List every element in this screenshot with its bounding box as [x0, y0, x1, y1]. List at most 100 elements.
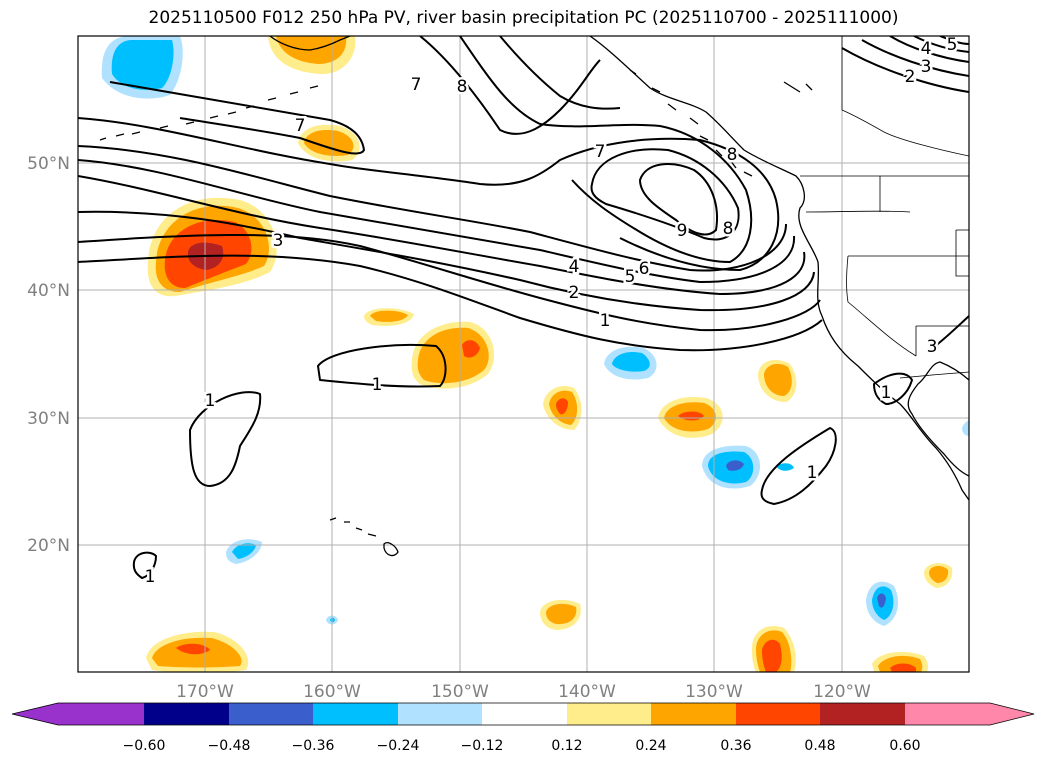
colorbar-tick: −0.36 [292, 738, 335, 754]
contour-label: 8 [723, 219, 734, 239]
pv-contour-5 [78, 159, 796, 283]
precip-blob [612, 352, 650, 372]
pv-contour-3 [78, 210, 815, 312]
canada-alaska-border [841, 36, 969, 157]
pv-contour-ne-2 [861, 39, 969, 77]
na-coastline [589, 36, 969, 501]
contour-label: 1 [881, 383, 892, 403]
precip-blob [877, 593, 886, 608]
precip-blob [556, 398, 568, 415]
hawaiian-islands [329, 517, 399, 557]
colorbar-swatch [820, 703, 905, 725]
precip-blob [304, 130, 354, 156]
colorbar-swatch [144, 703, 229, 725]
pv-contour-9 [590, 148, 740, 241]
precip-blob [546, 603, 577, 625]
precip-blob [176, 643, 210, 655]
colorbar-tick: −0.48 [208, 738, 251, 754]
pv-contour-8-north [459, 36, 753, 263]
pv-contour-6 [78, 145, 787, 272]
pv-contour-1-loop-coast [873, 372, 913, 405]
colorbar-tick: −0.12 [461, 738, 504, 754]
lat-label: 40°N [27, 281, 70, 301]
contour-label: 4 [921, 39, 932, 59]
pv-contour-1-loop-west [189, 391, 262, 487]
contour-label: 4 [569, 257, 580, 277]
contour-label: 3 [921, 57, 932, 77]
contour-labels: 1 2 3 4 5 6 7 8 9 1 1 1 1 1 7 8 2 3 4 5 … [142, 35, 960, 590]
contour-label: 2 [905, 67, 916, 87]
colorbar-swatch [229, 703, 313, 725]
coastlines [99, 36, 969, 557]
precip-blob [890, 663, 916, 672]
colorbar-swatch [58, 703, 144, 725]
precip-blob [232, 543, 256, 559]
state-lines [805, 176, 969, 357]
lat-label: 30°N [27, 409, 70, 429]
pv-contour-7 [78, 117, 780, 271]
map-frame [77, 35, 970, 673]
pv-contour-ne-1 [841, 47, 969, 93]
pv-contour-ne-4 [913, 36, 969, 53]
pv-contour-1-loop-south [132, 551, 157, 579]
contour-label: 2 [569, 283, 580, 303]
colorbar-tick: 0.12 [551, 738, 582, 754]
pv-contour-north-east [499, 36, 621, 110]
pv-contour-ne-5 [939, 36, 969, 45]
colorbar-swatch [398, 703, 482, 725]
pv-contour-1-loop-east [760, 427, 837, 505]
baja-coastline [907, 361, 969, 477]
colorbar-outline [11, 702, 1035, 726]
lat-label: 50°N [27, 154, 70, 174]
precip-blob [462, 340, 480, 358]
contour-label: 3 [927, 337, 938, 357]
colorbar-tick: 0.36 [720, 738, 751, 754]
contour-label: 8 [727, 145, 738, 165]
pv-contour-ne-3 [889, 36, 969, 63]
colorbar-swatch [736, 703, 820, 725]
colorbar-swatch [651, 703, 736, 725]
pv-contour-2-west [78, 233, 821, 332]
precip-blob [762, 639, 782, 672]
contour-label: 5 [625, 267, 636, 287]
bc-islands [629, 69, 813, 177]
colorbar-tick: 0.24 [635, 738, 666, 754]
contour-label: 7 [411, 75, 422, 95]
precip-blob [776, 463, 794, 471]
pv-contours [78, 36, 969, 579]
colorbar-swatch [482, 703, 567, 725]
lon-label: 160°W [303, 682, 361, 702]
contour-label: 9 [677, 221, 688, 241]
lon-tick-labels: 170°W 160°W 150°W 140°W 130°W 120°W [176, 682, 871, 702]
precip-blob [929, 566, 949, 583]
contour-label: 7 [295, 116, 306, 136]
alaska-coastline [269, 36, 351, 51]
contour-label: 1 [205, 391, 216, 411]
precip-blob [111, 40, 174, 90]
colorbar-extend-min [12, 703, 58, 725]
pv-contour-9-inner [639, 163, 718, 236]
lat-tick-labels: 50°N 40°N 30°N 20°N [27, 154, 70, 556]
lon-label: 150°W [431, 682, 489, 702]
colorbar-tick: −0.60 [123, 738, 166, 754]
colorbar-swatch [567, 703, 651, 725]
lon-label: 120°W [813, 682, 871, 702]
contour-label: 6 [639, 259, 650, 279]
contour-label: 3 [273, 231, 284, 251]
pv-contour-1-west [78, 254, 823, 352]
pv-contour-7-north [109, 81, 365, 155]
mexico-border [899, 371, 969, 379]
contour-label: 1 [807, 463, 818, 483]
gridlines [78, 36, 969, 672]
colorbar-swatch [905, 703, 990, 725]
colorbar: −0.60 −0.48 −0.36 −0.24 −0.12 0.12 0.24 … [11, 702, 1035, 754]
contour-label: 7 [595, 142, 606, 162]
precip-blob [370, 310, 408, 322]
lon-label: 170°W [176, 682, 234, 702]
map-area [78, 36, 969, 672]
precip-blob [764, 363, 792, 396]
contour-label: 8 [457, 77, 468, 97]
contour-label: 1 [372, 375, 383, 395]
contour-label: 5 [947, 35, 958, 55]
